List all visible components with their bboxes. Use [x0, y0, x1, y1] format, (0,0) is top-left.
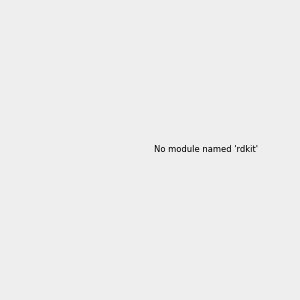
Text: No module named 'rdkit': No module named 'rdkit'	[154, 145, 258, 154]
